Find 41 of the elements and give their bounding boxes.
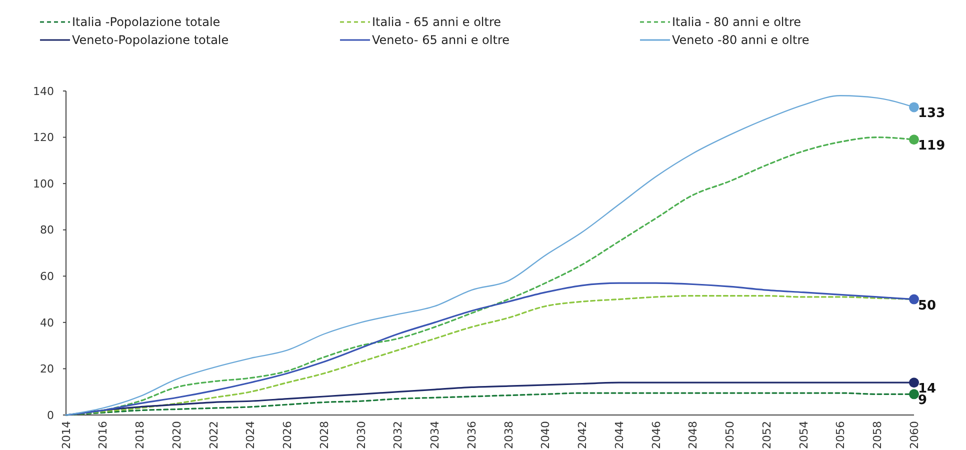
x-tick-label: 2044 (612, 421, 626, 449)
y-tick-label: 140 (33, 84, 54, 98)
x-tick-label: 2054 (797, 421, 810, 449)
legend-label: Veneto -80 anni e oltre (672, 33, 810, 48)
x-tick-label: 2060 (908, 421, 921, 449)
y-tick-label: 80 (40, 224, 54, 237)
data-label: 50 (918, 298, 936, 314)
x-tick-label: 2024 (244, 421, 258, 449)
y-tick-label: 0 (47, 408, 54, 422)
x-tick-label: 2048 (686, 421, 700, 449)
y-tick-label: 40 (40, 316, 54, 330)
legend-label: Italia -Popolazione totale (72, 15, 220, 30)
legend-label: Veneto-Popolazione totale (72, 33, 229, 48)
legend-label: Italia - 65 anni e oltre (372, 15, 502, 30)
x-tick-label: 2040 (539, 421, 552, 449)
x-tick-label: 2042 (576, 421, 590, 449)
legend-label: Italia - 80 anni e oltre (672, 15, 802, 30)
x-tick-label: 2026 (281, 421, 294, 449)
x-tick-label: 2052 (760, 421, 774, 449)
y-tick-label: 20 (40, 362, 54, 376)
x-tick-label: 2020 (170, 421, 184, 449)
x-tick-label: 2018 (134, 421, 147, 449)
x-tick-label: 2056 (834, 421, 848, 449)
y-tick-label: 60 (40, 270, 54, 283)
x-tick-label: 2046 (650, 421, 663, 449)
y-tick-label: 100 (33, 177, 54, 190)
legend-label: Veneto- 65 anni e oltre (372, 33, 510, 48)
x-tick-label: 2050 (724, 421, 736, 449)
x-tick-label: 2016 (96, 421, 110, 449)
x-tick-label: 2032 (392, 421, 405, 449)
y-tick-label: 120 (33, 131, 54, 144)
x-tick-label: 2058 (870, 421, 884, 449)
x-tick-label: 2038 (502, 421, 516, 449)
x-tick-label: 2036 (465, 421, 478, 449)
x-tick-label: 2014 (60, 421, 73, 449)
x-tick-label: 2022 (207, 421, 220, 449)
x-tick-label: 2030 (354, 421, 368, 449)
x-tick-label: 2028 (318, 421, 331, 449)
data-label: 119 (918, 138, 946, 154)
x-tick-label: 2034 (428, 421, 442, 449)
data-label: 133 (918, 106, 946, 122)
